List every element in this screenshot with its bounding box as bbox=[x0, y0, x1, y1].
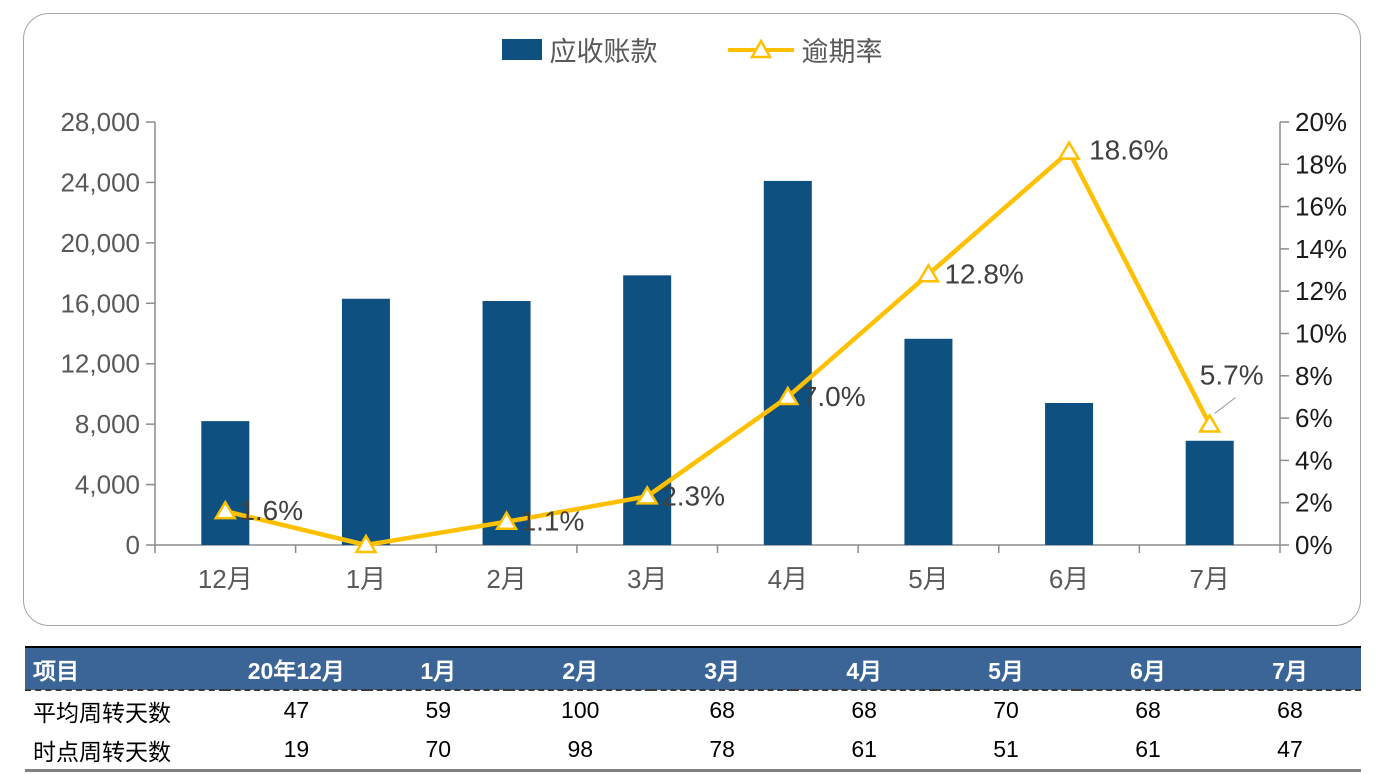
legend-label-receivables: 应收账款 bbox=[549, 37, 658, 67]
bar-series-swatch-icon bbox=[501, 39, 542, 60]
right-axis-tick-label: 20% bbox=[1295, 107, 1347, 137]
bar-2月 bbox=[482, 301, 531, 545]
legend-item-overdue-rate: 逾期率 bbox=[727, 30, 883, 69]
bar-1月 bbox=[341, 298, 390, 545]
value-cell: 68 bbox=[793, 689, 936, 730]
value-cell: 68 bbox=[651, 689, 794, 730]
value-cell: 47 bbox=[1218, 730, 1361, 772]
table-header-cell: 3月 bbox=[651, 646, 794, 690]
right-axis-tick-label: 0% bbox=[1295, 530, 1333, 560]
data-label-leader-line bbox=[1214, 396, 1237, 414]
category-label: 6月 bbox=[1049, 564, 1089, 594]
left-axis-tick-label: 16,000 bbox=[60, 288, 140, 318]
value-cell: 98 bbox=[509, 730, 652, 772]
table-header-cell: 2月 bbox=[509, 646, 652, 690]
category-label: 2月 bbox=[486, 564, 526, 594]
row-label-cell: 平均周转天数 bbox=[25, 689, 226, 730]
data-label-12月: 1.6% bbox=[239, 495, 303, 526]
right-axis-tick-label: 16% bbox=[1295, 192, 1347, 222]
row-label-cell: 时点周转天数 bbox=[25, 730, 226, 772]
value-cell: 61 bbox=[1077, 730, 1219, 772]
left-axis-tick-label: 4,000 bbox=[75, 470, 140, 500]
value-cell: 19 bbox=[225, 730, 368, 772]
category-label: 5月 bbox=[908, 564, 948, 594]
table-body: 平均周转天数 47 59 100 68 68 70 68 68 时点周转天数 19 70 98 78 61 5… bbox=[25, 689, 1361, 772]
table-row: 时点周转天数 19 70 98 78 61 51 61 47 bbox=[25, 730, 1361, 772]
bar-5月 bbox=[904, 338, 953, 545]
category-label: 7月 bbox=[1189, 564, 1229, 594]
line-marker-3月 bbox=[635, 484, 659, 505]
right-axis-tick-label: 8% bbox=[1295, 361, 1333, 391]
bar-6月 bbox=[1045, 402, 1094, 545]
value-cell: 78 bbox=[651, 730, 794, 772]
bar-4月 bbox=[763, 180, 812, 546]
right-axis-tick-label: 10% bbox=[1295, 319, 1347, 349]
right-axis-tick-label: 4% bbox=[1295, 445, 1333, 475]
left-axis-tick-label: 28,000 bbox=[60, 107, 140, 137]
data-label-3月: 2.3% bbox=[661, 480, 725, 511]
line-marker-6月 bbox=[1057, 140, 1081, 160]
legend-item-receivables: 应收账款 bbox=[501, 30, 658, 69]
right-axis-tick-label: 14% bbox=[1295, 234, 1347, 264]
table-header-row: 项目 20年12月 1月 2月 3月 4月 5月 6月 7月 bbox=[25, 646, 1361, 690]
left-axis-tick-label: 8,000 bbox=[75, 409, 140, 439]
value-cell: 70 bbox=[935, 689, 1078, 730]
chart-legend: 应收账款 逾期率 bbox=[23, 30, 1361, 69]
left-axis-tick-label: 20,000 bbox=[60, 228, 140, 258]
data-label-7月: 5.7% bbox=[1200, 359, 1264, 390]
data-label-6月: 18.6% bbox=[1089, 135, 1168, 166]
line-marker-7月 bbox=[1197, 412, 1222, 433]
bar-12月 bbox=[201, 421, 250, 545]
legend-label-overdue-rate: 逾期率 bbox=[801, 37, 883, 67]
table-header-cell: 5月 bbox=[935, 646, 1078, 690]
table-header-cell: 20年12月 bbox=[225, 646, 368, 690]
bar-7月 bbox=[1185, 440, 1234, 545]
value-cell: 100 bbox=[509, 689, 652, 730]
turnover-table-wrap: 项目 20年12月 1月 2月 3月 4月 5月 6月 7月 平均周转天数 47 59 100 68 68… bbox=[25, 646, 1361, 772]
table-header-cell: 6月 bbox=[1077, 646, 1219, 690]
turnover-days-table: 项目 20年12月 1月 2月 3月 4月 5月 6月 7月 平均周转天数 47 59 100 68 68… bbox=[25, 646, 1361, 772]
left-axis-tick-label: 12,000 bbox=[60, 349, 140, 379]
value-cell: 51 bbox=[935, 730, 1078, 772]
right-axis-tick-label: 18% bbox=[1295, 149, 1347, 179]
line-marker-1月 bbox=[354, 533, 378, 554]
right-axis-tick-label: 12% bbox=[1295, 276, 1347, 306]
category-label: 1月 bbox=[346, 564, 386, 594]
data-label-4月: 7.0% bbox=[802, 381, 866, 412]
category-label: 3月 bbox=[627, 564, 667, 594]
value-cell: 59 bbox=[367, 689, 510, 730]
left-axis-tick-label: 0 bbox=[126, 530, 140, 560]
left-axis-tick-label: 24,000 bbox=[60, 167, 140, 197]
line-marker-4月 bbox=[776, 385, 800, 406]
category-label: 12月 bbox=[198, 564, 253, 594]
table-row: 平均周转天数 47 59 100 68 68 70 68 68 bbox=[25, 689, 1361, 730]
right-axis-tick-label: 6% bbox=[1295, 403, 1333, 433]
category-label: 4月 bbox=[768, 564, 808, 594]
table-header-cell: 4月 bbox=[793, 646, 936, 690]
data-label-2月: 1.1% bbox=[521, 506, 585, 537]
line-marker-2月 bbox=[494, 510, 519, 530]
line-marker-12月 bbox=[213, 499, 238, 520]
table-header: 项目 20年12月 1月 2月 3月 4月 5月 6月 7月 bbox=[25, 646, 1361, 690]
table-header-cell: 1月 bbox=[367, 646, 510, 690]
value-cell: 70 bbox=[367, 730, 510, 772]
value-cell: 68 bbox=[1077, 689, 1219, 730]
table-header-cell: 项目 bbox=[25, 646, 226, 690]
line-series-swatch-icon bbox=[727, 37, 794, 58]
right-axis-tick-label: 2% bbox=[1295, 488, 1333, 518]
overdue-rate-line bbox=[223, 149, 1212, 548]
value-cell: 61 bbox=[793, 730, 936, 772]
line-marker-5月 bbox=[916, 262, 941, 283]
data-label-5月: 12.8% bbox=[944, 258, 1023, 289]
combo-chart: 0 4,000 8,000 12,000 16,000 20,000 24,000 28,00… bbox=[60, 107, 1347, 594]
value-cell: 47 bbox=[225, 689, 368, 730]
table-header-cell: 7月 bbox=[1218, 646, 1361, 690]
value-cell: 68 bbox=[1218, 689, 1361, 730]
